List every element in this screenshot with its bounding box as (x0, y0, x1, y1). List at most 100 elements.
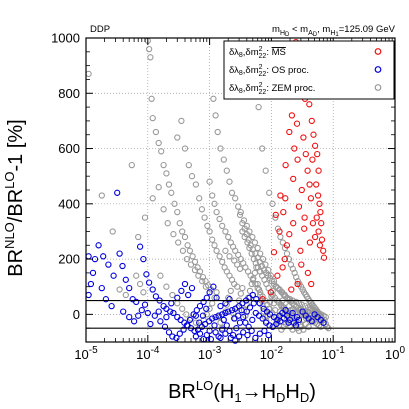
data-point (147, 320, 154, 328)
data-point (288, 112, 296, 119)
data-point (286, 128, 293, 136)
y-tick-label: 1000 (51, 31, 80, 46)
data-point (294, 156, 301, 163)
data-point (226, 253, 233, 260)
data-point (152, 128, 160, 136)
data-point (308, 280, 315, 288)
data-point (314, 150, 321, 158)
x-tick-label: 10-4 (136, 345, 160, 362)
data-point (203, 305, 210, 312)
data-point (176, 220, 183, 227)
data-point (311, 233, 319, 241)
data-point (122, 291, 129, 299)
data-point (209, 300, 216, 307)
data-point (128, 161, 135, 169)
data-point (138, 307, 145, 314)
data-point (240, 329, 247, 336)
data-point (223, 322, 230, 329)
data-point (203, 331, 210, 339)
data-point (238, 307, 245, 314)
data-point (178, 287, 185, 295)
data-point (183, 311, 190, 318)
data-point (174, 294, 181, 301)
data-point (280, 208, 287, 216)
data-point (200, 298, 207, 306)
data-point (136, 280, 144, 288)
data-point (149, 195, 156, 202)
data-point (155, 139, 162, 147)
data-point (155, 184, 162, 191)
data-point (185, 291, 192, 299)
data-point (196, 302, 204, 310)
y-tick-label: 400 (58, 196, 80, 211)
data-point (171, 200, 178, 207)
tag-right: mHD < mAD, mH1=125.09 GeV (272, 24, 396, 38)
data-point (135, 233, 142, 241)
data-point (209, 315, 216, 322)
x-tick-label: 10-3 (198, 345, 222, 362)
data-point (241, 233, 248, 241)
x-tick-label: 10-5 (74, 345, 98, 362)
data-point (252, 334, 259, 342)
data-point (105, 261, 112, 268)
data-point (149, 286, 156, 293)
data-point (282, 161, 289, 169)
data-point (211, 322, 218, 329)
data-point (282, 307, 289, 314)
data-point (183, 255, 191, 263)
data-point (311, 142, 319, 149)
x-tick-label: 10-2 (260, 345, 284, 362)
data-point (236, 211, 244, 219)
y-tick-label: 600 (58, 141, 80, 156)
data-point (220, 156, 227, 163)
y-tick-label: 800 (58, 86, 80, 101)
data-point (236, 265, 244, 272)
data-point (304, 167, 311, 174)
data-point (320, 254, 328, 261)
data-point (272, 211, 279, 219)
legend-marker (374, 48, 382, 55)
data-point (181, 145, 189, 152)
data-point (300, 134, 307, 141)
data-point (306, 101, 313, 108)
data-point (315, 228, 322, 235)
data-point (141, 301, 149, 308)
data-point (225, 308, 232, 315)
data-point (202, 283, 210, 290)
data-point (145, 45, 153, 53)
data-point (244, 239, 251, 246)
data-point (300, 326, 307, 333)
data-point (116, 250, 123, 257)
data-point (313, 181, 320, 188)
data-point (157, 272, 164, 279)
data-point (223, 301, 230, 308)
legend-label: δλ8,δm2 22: MS (229, 46, 286, 60)
data-point (141, 214, 149, 221)
data-point (227, 334, 234, 342)
data-point (168, 189, 175, 196)
data-point (223, 167, 230, 174)
data-point (95, 242, 102, 249)
data-point (216, 215, 223, 223)
data-point (215, 312, 222, 319)
data-point (168, 300, 175, 307)
data-point (145, 279, 153, 286)
data-point (285, 255, 293, 263)
data-point (321, 316, 328, 324)
data-point (164, 220, 171, 227)
data-point (170, 231, 177, 238)
data-point (206, 228, 213, 235)
data-point (210, 95, 217, 102)
data-point (212, 313, 219, 321)
data-point (266, 189, 273, 196)
data-point (279, 264, 286, 271)
data-point (157, 318, 164, 325)
data-point (262, 167, 269, 174)
data-point (165, 181, 173, 188)
data-point (316, 242, 324, 249)
data-point (261, 327, 268, 335)
data-point (178, 117, 185, 125)
data-point (192, 312, 200, 319)
data-point (235, 312, 242, 319)
data-point (265, 331, 272, 339)
